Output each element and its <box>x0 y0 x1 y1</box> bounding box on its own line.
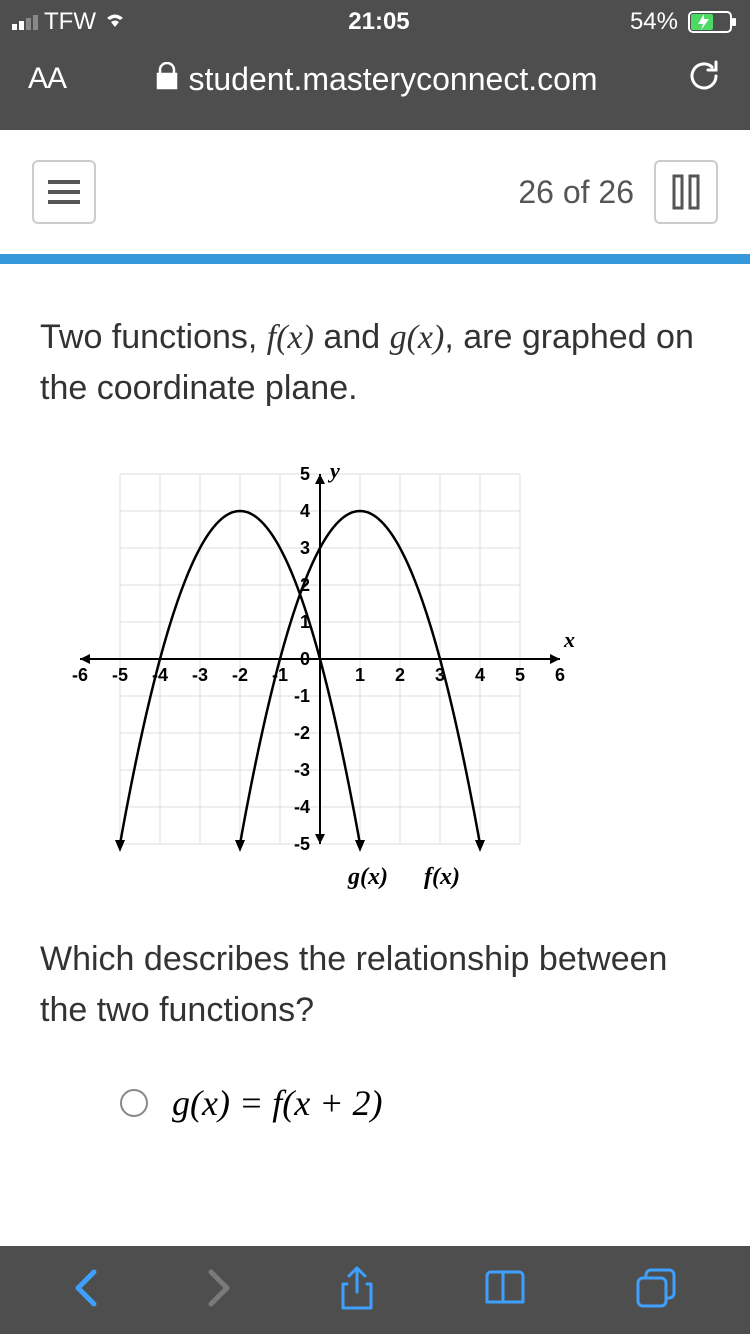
address-bar[interactable]: student.masteryconnect.com <box>86 61 668 98</box>
fx-symbol: f(x) <box>267 319 314 356</box>
svg-text:-3: -3 <box>192 665 208 685</box>
pause-button[interactable] <box>654 160 718 224</box>
bookmarks-button[interactable] <box>481 1268 529 1313</box>
svg-text:-5: -5 <box>294 834 310 854</box>
back-button[interactable] <box>72 1266 100 1315</box>
svg-text:5: 5 <box>515 665 525 685</box>
option-a-text: g(x) = f(x + 2) <box>172 1082 383 1124</box>
menu-button[interactable] <box>32 160 96 224</box>
text-size-button[interactable]: AA <box>28 62 66 96</box>
bottom-toolbar <box>0 1246 750 1334</box>
radio-a[interactable] <box>120 1089 148 1117</box>
svg-text:4: 4 <box>300 501 310 521</box>
clock: 21:05 <box>348 8 409 36</box>
svg-text:-2: -2 <box>232 665 248 685</box>
svg-text:-5: -5 <box>112 665 128 685</box>
battery-percent: 54% <box>630 8 678 36</box>
question-intro: Two functions, f(x) and g(x), are graphe… <box>40 312 710 414</box>
pause-icon <box>672 174 700 210</box>
signal-icon <box>12 15 38 30</box>
forward-button[interactable] <box>205 1266 233 1315</box>
url-text: student.masteryconnect.com <box>188 61 597 98</box>
svg-text:x: x <box>563 627 575 652</box>
svg-text:y: y <box>327 458 340 483</box>
svg-text:-3: -3 <box>294 760 310 780</box>
app-header: 26 of 26 <box>0 130 750 254</box>
svg-text:-2: -2 <box>294 723 310 743</box>
status-bar: TFW 21:05 54% <box>0 0 750 44</box>
svg-text:f(x): f(x) <box>424 864 460 890</box>
svg-text:-6: -6 <box>72 665 88 685</box>
hamburger-icon <box>46 178 82 206</box>
progress-text: 26 of 26 <box>518 174 634 211</box>
gx-symbol: g(x) <box>390 319 445 356</box>
svg-text:1: 1 <box>355 665 365 685</box>
graph: -6-5-4-3-2-1123456-5-4-3-2-1012345xyg(x)… <box>40 444 600 894</box>
reload-button[interactable] <box>688 58 722 101</box>
svg-text:3: 3 <box>300 538 310 558</box>
svg-text:4: 4 <box>475 665 485 685</box>
svg-text:6: 6 <box>555 665 565 685</box>
svg-text:-4: -4 <box>294 797 310 817</box>
option-a[interactable]: g(x) = f(x + 2) <box>40 1066 710 1140</box>
svg-text:g(x): g(x) <box>347 864 388 890</box>
tabs-button[interactable] <box>634 1266 678 1315</box>
content-area: Two functions, f(x) and g(x), are graphe… <box>0 264 750 1160</box>
progress-bar <box>0 254 750 264</box>
intro-part2: and <box>314 318 390 356</box>
battery-icon <box>684 11 738 33</box>
browser-chrome: AA student.masteryconnect.com <box>0 44 750 130</box>
carrier-label: TFW <box>44 8 96 36</box>
share-button[interactable] <box>337 1264 377 1317</box>
svg-text:0: 0 <box>300 649 310 669</box>
lock-icon <box>156 61 178 98</box>
svg-text:-1: -1 <box>294 686 310 706</box>
svg-text:5: 5 <box>300 464 310 484</box>
followup-text: Which describes the relationship between… <box>40 934 710 1036</box>
svg-text:2: 2 <box>395 665 405 685</box>
intro-part1: Two functions, <box>40 318 267 356</box>
wifi-icon <box>102 8 128 36</box>
